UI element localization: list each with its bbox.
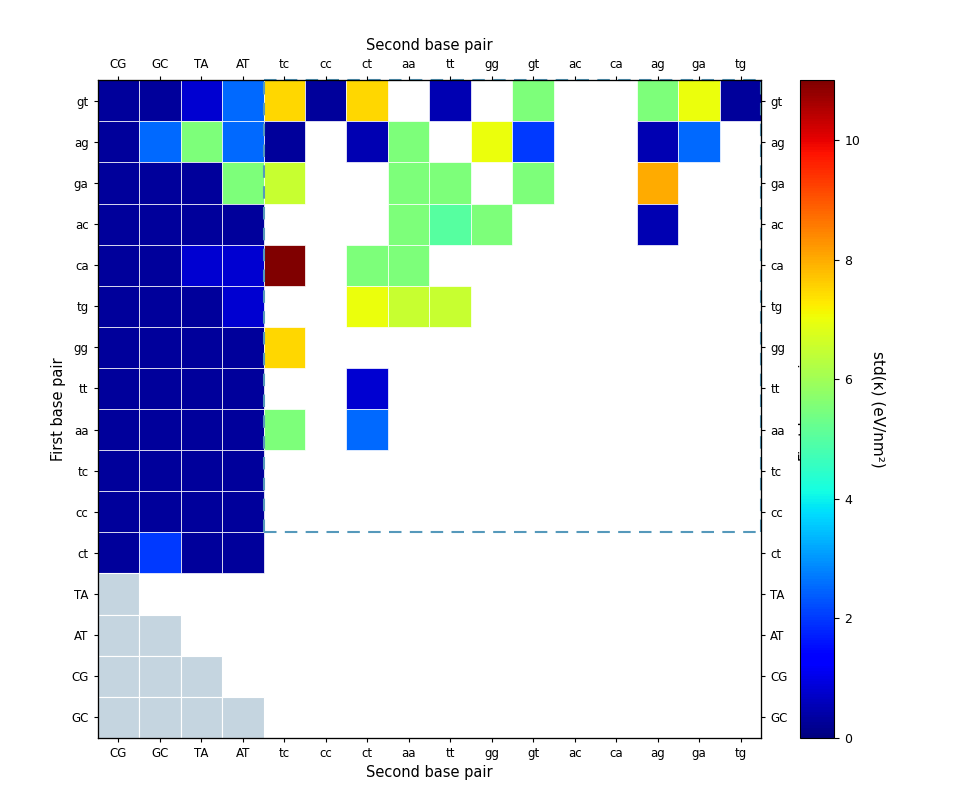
Bar (140, 204, 181, 245)
Bar (346, 286, 388, 327)
Bar (264, 80, 305, 121)
Bar (678, 121, 720, 163)
Bar (181, 697, 223, 738)
Bar (140, 656, 181, 697)
Bar (140, 163, 181, 204)
Bar (223, 409, 264, 450)
Bar (471, 121, 512, 163)
Bar (223, 163, 264, 204)
Bar (346, 409, 388, 450)
Bar (98, 80, 140, 121)
Y-axis label: First base pair: First base pair (51, 357, 65, 461)
Bar (98, 697, 140, 738)
Bar (98, 163, 140, 204)
Bar (140, 80, 181, 121)
Bar (637, 121, 678, 163)
Bar (181, 286, 223, 327)
Bar (223, 245, 264, 286)
Bar (98, 245, 140, 286)
Bar (264, 327, 305, 368)
Bar (223, 80, 264, 121)
Bar (181, 533, 223, 573)
Bar (98, 409, 140, 450)
Bar (223, 533, 264, 573)
Bar (140, 286, 181, 327)
Bar (181, 409, 223, 450)
Bar (223, 491, 264, 533)
Bar (223, 286, 264, 327)
Bar (388, 121, 429, 163)
Bar (98, 533, 140, 573)
Bar (140, 491, 181, 533)
Bar (223, 121, 264, 163)
Bar (637, 80, 678, 121)
Bar (264, 121, 305, 163)
Bar (181, 327, 223, 368)
Bar (346, 245, 388, 286)
Bar (223, 368, 264, 409)
Bar (181, 656, 223, 697)
Bar (140, 245, 181, 286)
Bar (720, 80, 761, 121)
Bar (637, 163, 678, 204)
Bar (388, 163, 429, 204)
Bar (346, 121, 388, 163)
Bar (181, 368, 223, 409)
Bar (98, 573, 140, 614)
Bar (98, 491, 140, 533)
Bar (98, 121, 140, 163)
Bar (346, 368, 388, 409)
Bar (181, 121, 223, 163)
Bar (181, 80, 223, 121)
Bar (223, 450, 264, 491)
Bar (512, 121, 554, 163)
Bar (305, 80, 346, 121)
Bar (264, 245, 305, 286)
Bar (181, 245, 223, 286)
Bar (264, 409, 305, 450)
Bar (140, 697, 181, 738)
Bar (223, 697, 264, 738)
X-axis label: Second base pair: Second base pair (366, 38, 493, 53)
Bar (140, 614, 181, 656)
Bar (98, 204, 140, 245)
Bar (140, 368, 181, 409)
X-axis label: Second base pair: Second base pair (366, 765, 493, 780)
Bar (140, 409, 181, 450)
Bar (429, 204, 471, 245)
Bar (140, 450, 181, 491)
Y-axis label: First base pair: First base pair (798, 357, 814, 461)
Bar (181, 491, 223, 533)
Bar (429, 80, 471, 121)
Bar (140, 121, 181, 163)
Bar (181, 163, 223, 204)
Bar (678, 80, 720, 121)
Bar (223, 204, 264, 245)
Bar (264, 163, 305, 204)
Bar (512, 80, 554, 121)
Y-axis label: std(κ) (eV/nm²): std(κ) (eV/nm²) (870, 350, 885, 468)
Bar (98, 614, 140, 656)
Bar (346, 80, 388, 121)
Bar (98, 368, 140, 409)
Bar (512, 163, 554, 204)
Bar (140, 533, 181, 573)
Bar (471, 204, 512, 245)
Bar (637, 204, 678, 245)
Bar (181, 204, 223, 245)
Bar (429, 286, 471, 327)
Bar (98, 327, 140, 368)
Bar (223, 327, 264, 368)
Bar (140, 327, 181, 368)
Bar (429, 163, 471, 204)
Bar (98, 286, 140, 327)
Bar (388, 286, 429, 327)
Bar (181, 450, 223, 491)
Bar (388, 245, 429, 286)
Bar (388, 204, 429, 245)
Bar (98, 656, 140, 697)
Bar (98, 450, 140, 491)
